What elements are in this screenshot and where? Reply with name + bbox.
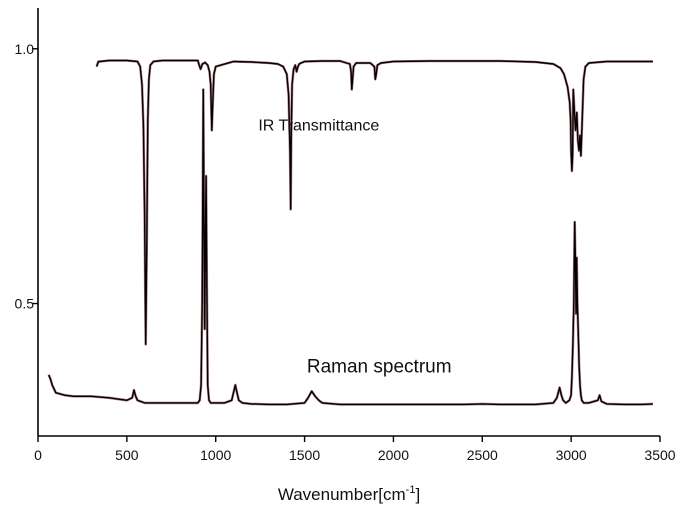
x-tick-label: 0 (34, 447, 42, 463)
x-tick-label: 2500 (467, 447, 498, 463)
y-tick-label: 0.5 (15, 296, 35, 312)
x-tick-label: 3000 (556, 447, 587, 463)
series-layer (47, 59, 653, 406)
annotation-layer: IR Transmittance Raman spectrum (258, 117, 451, 377)
x-axis-label-main: Wavenumber[cm (278, 485, 406, 504)
x-axis-label: Wavenumber[cm-1] (278, 484, 420, 504)
ir-transmittance-line (95, 59, 653, 345)
x-tick-label: 1500 (289, 447, 320, 463)
x-tick-label: 500 (115, 447, 139, 463)
raman-spectrum-line (48, 88, 653, 406)
ir-transmittance-label: IR Transmittance (258, 117, 379, 134)
x-axis-label-sup: -1 (406, 484, 416, 496)
raman-spectrum-label: Raman spectrum (307, 356, 452, 377)
y-tick-label: 1.0 (15, 41, 35, 57)
x-tick-label: 2000 (378, 447, 409, 463)
x-tick-label: 3500 (644, 447, 675, 463)
tick-layer: 0 500 1000 1500 2000 2500 3000 3500 0.5 1.0 (15, 41, 676, 463)
x-tick-label: 1000 (200, 447, 231, 463)
x-axis-label-tail: ] (415, 485, 420, 504)
